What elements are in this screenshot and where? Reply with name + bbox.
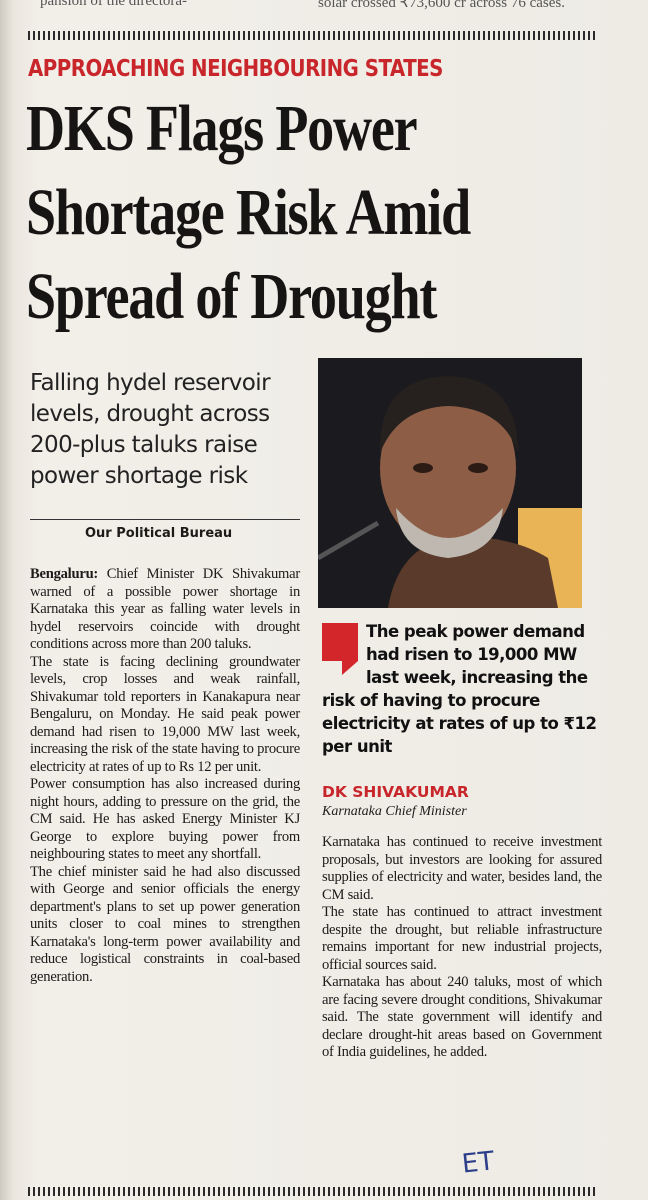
paragraph-text: Power consumption has also increased dur… (30, 776, 300, 862)
handwritten-note: ET (460, 1146, 496, 1180)
right-column: Karnataka has continued to receive inves… (322, 834, 602, 1062)
quote-mark (322, 623, 358, 675)
top-fragment: solar crossed ₹73,600 cr across 76 cases… (318, 0, 565, 11)
kicker: APPROACHING NEIGHBOURING STATES (28, 56, 443, 82)
headline: Shortage Risk Amid (26, 176, 471, 249)
quote-text: The peak power demand had risen to 19,00… (322, 622, 597, 756)
headline: DKS Flags Power (26, 92, 418, 165)
paragraph: The chief minister said he had also disc… (30, 864, 300, 987)
deck: Falling hydel reservoir levels, drought … (30, 370, 271, 489)
paragraph: Karnataka has continued to receive inves… (322, 834, 602, 903)
top-fragment: pansion of the directora- (40, 0, 188, 9)
headline: Spread of Drought (26, 260, 437, 333)
paragraph: Karnataka has about 240 taluks, most of … (322, 974, 602, 1060)
paragraph: Bengaluru: Chief Minister DK Shivakumar … (30, 566, 300, 654)
paragraph-text: The chief minister said he had also disc… (30, 863, 300, 985)
pull-quote: The peak power demand had risen to 19,00… (322, 620, 604, 758)
quote-name: DK SHIVAKUMAR (322, 783, 469, 801)
rule (30, 519, 300, 520)
left-column: Bengaluru: Chief Minister DK Shivakumar … (30, 566, 300, 986)
paragraph: The state has continued to attract inves… (322, 904, 602, 973)
paragraph-text: The state is facing declining groundwate… (30, 653, 300, 775)
rule-bottom (28, 1187, 598, 1196)
photo (318, 358, 582, 608)
quote-role: Karnataka Chief Minister (322, 804, 467, 819)
byline: Our Political Bureau (85, 526, 233, 541)
dateline: Bengaluru: (30, 566, 99, 582)
paragraph: Power consumption has also increased dur… (30, 776, 300, 864)
paragraph: The state is facing declining groundwate… (30, 654, 300, 777)
paragraph-text: Chief Minister DK Shivakumar warned of a… (30, 566, 300, 652)
rule-top (28, 31, 598, 40)
